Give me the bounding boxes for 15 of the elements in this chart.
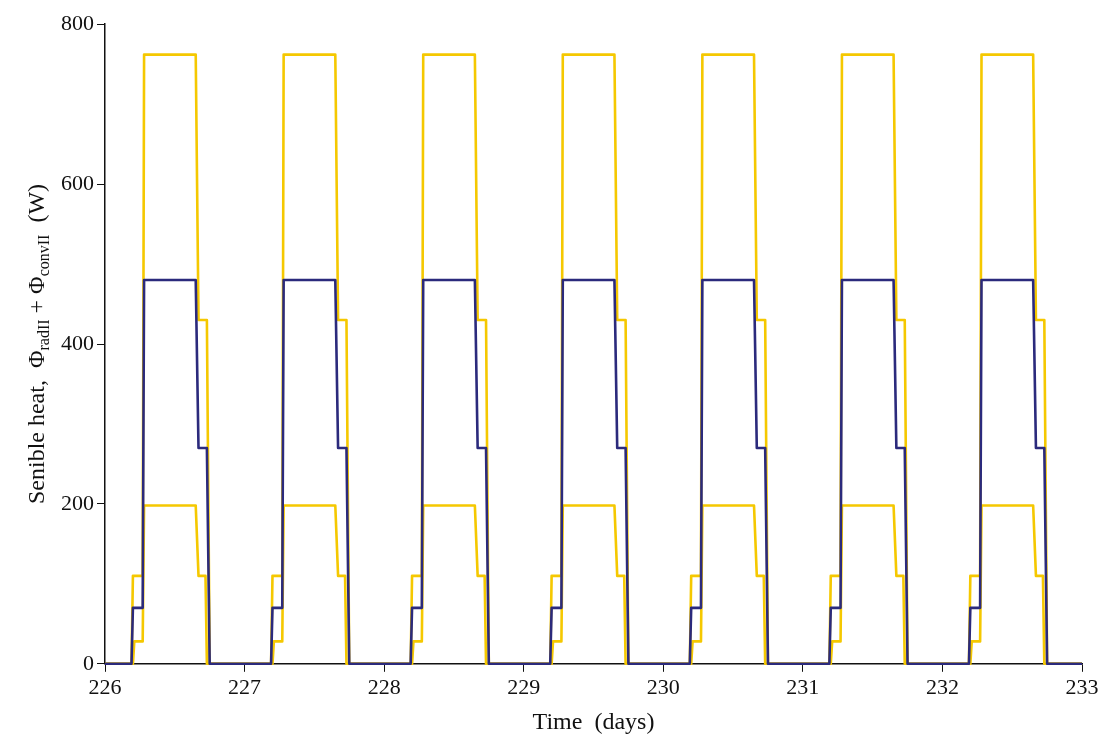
x-tick-label: 232 <box>925 673 959 699</box>
y-tick-label: 0 <box>83 649 94 675</box>
y-tick-label: 400 <box>61 329 94 355</box>
x-tick-label: 229 <box>507 673 541 699</box>
x-tick-label: 231 <box>786 673 820 699</box>
y-tick-label: 600 <box>61 169 94 195</box>
y-tick-label: 200 <box>61 489 94 515</box>
x-tick-label: 228 <box>367 673 401 699</box>
x-tick-label: 226 <box>88 673 122 699</box>
x-tick-label: 233 <box>1065 673 1099 699</box>
x-tick-label: 227 <box>228 673 262 699</box>
y-tick-label: 800 <box>61 9 94 35</box>
x-tick-label: 230 <box>646 673 680 699</box>
x-axis-title: Time (days) <box>532 707 655 734</box>
y-axis-title: Senible heat, ΦradII + ΦconvII (W) <box>23 183 53 505</box>
